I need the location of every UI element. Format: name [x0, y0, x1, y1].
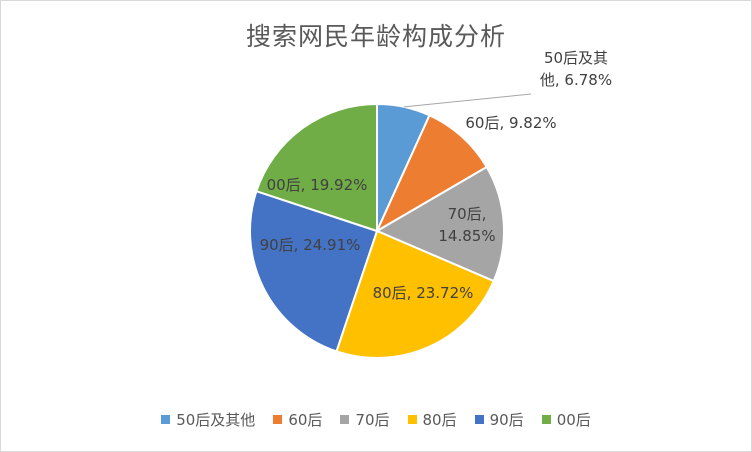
legend-label: 70后: [355, 411, 390, 429]
data-label-5: 00后, 19.92%: [267, 176, 368, 194]
pie-slice-3: [335, 229, 496, 359]
chart-title: 搜索网民年龄构成分析: [245, 22, 506, 51]
legend-label: 60后: [288, 411, 323, 429]
legend-item-1: 60后: [273, 409, 322, 430]
legend-label: 80后: [422, 411, 457, 429]
legend-item-4: 90后: [474, 409, 524, 430]
pie-slice-5: [255, 102, 378, 233]
pie-slice-4: [249, 189, 379, 353]
legend-swatch: [407, 415, 417, 424]
data-label-1: 60后, 9.82%: [465, 114, 556, 132]
legend-swatch: [273, 415, 283, 424]
legend-item-2: 70后: [340, 409, 390, 430]
legend-label: 50后及其他: [176, 411, 256, 429]
legend-item-3: 80后: [407, 409, 457, 430]
legend-label: 00后: [556, 411, 591, 429]
legend-item-0: 50后及其他: [161, 409, 255, 430]
pie-slice-1: [374, 114, 489, 234]
legend-label: 90后: [489, 411, 524, 429]
legend-swatch: [541, 415, 551, 424]
data-label-4: 90后, 24.91%: [260, 236, 361, 254]
data-label-3: 80后, 23.72%: [373, 284, 474, 302]
leader-line-0: [403, 93, 532, 108]
data-label-2: 70后, 14.85%: [438, 205, 495, 245]
legend-swatch: [474, 415, 484, 424]
legend-swatch: [340, 415, 350, 424]
data-label-0: 50后及其他, 6.78%: [540, 49, 612, 89]
legend-swatch: [161, 415, 171, 424]
legend-item-5: 00后: [541, 409, 591, 430]
legend: 50后及其他 60后 70后 80后 90后 00后: [1, 409, 751, 430]
pie-slice-2: [374, 165, 505, 283]
